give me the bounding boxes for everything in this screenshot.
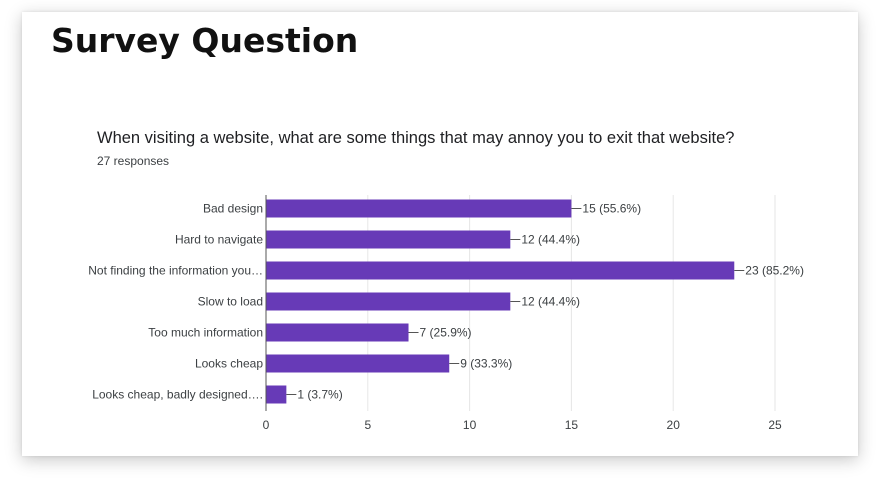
category-label: Hard to navigate: [175, 233, 263, 247]
data-label: 12 (44.4%): [521, 233, 580, 247]
data-label: 7 (25.9%): [420, 326, 472, 340]
category-label: Bad design: [203, 202, 263, 216]
bar: [266, 261, 735, 280]
data-label: 23 (85.2%): [745, 264, 804, 278]
bar: [266, 292, 511, 311]
x-tick-label: 10: [463, 418, 477, 432]
x-tick-label: 20: [667, 418, 681, 432]
category-labels: Bad design Hard to navigate Not finding th…: [88, 202, 263, 402]
data-label: 9 (33.3%): [460, 357, 512, 371]
category-label: Not finding the information you…: [88, 264, 263, 278]
x-tick-label: 15: [565, 418, 579, 432]
response-count: 27 responses: [97, 154, 170, 168]
data-label: 1 (3.7%): [297, 388, 342, 402]
bar: [266, 199, 572, 218]
category-label: Slow to load: [198, 295, 263, 309]
category-label: Looks cheap, badly designed….: [92, 388, 263, 402]
category-label: Too much information: [148, 326, 263, 340]
data-label: 12 (44.4%): [521, 295, 580, 309]
x-tick-label: 0: [263, 418, 270, 432]
question-text: When visiting a website, what are some t…: [97, 129, 735, 147]
bar: [266, 385, 287, 404]
x-tick-label: 25: [768, 418, 782, 432]
bars: [266, 199, 735, 404]
bar: [266, 354, 450, 373]
data-labels: 15 (55.6%) 12 (44.4%) 23 (85.2%) 12 (44.4%)…: [286, 202, 804, 402]
bar: [266, 230, 511, 249]
category-label: Looks cheap: [195, 357, 263, 371]
x-tick-labels: 0 5 10 15 20 25: [263, 418, 782, 432]
bar: [266, 323, 409, 342]
x-tick-label: 5: [364, 418, 371, 432]
slide-title: Survey Question: [51, 21, 359, 60]
data-label: 15 (55.6%): [582, 202, 641, 216]
